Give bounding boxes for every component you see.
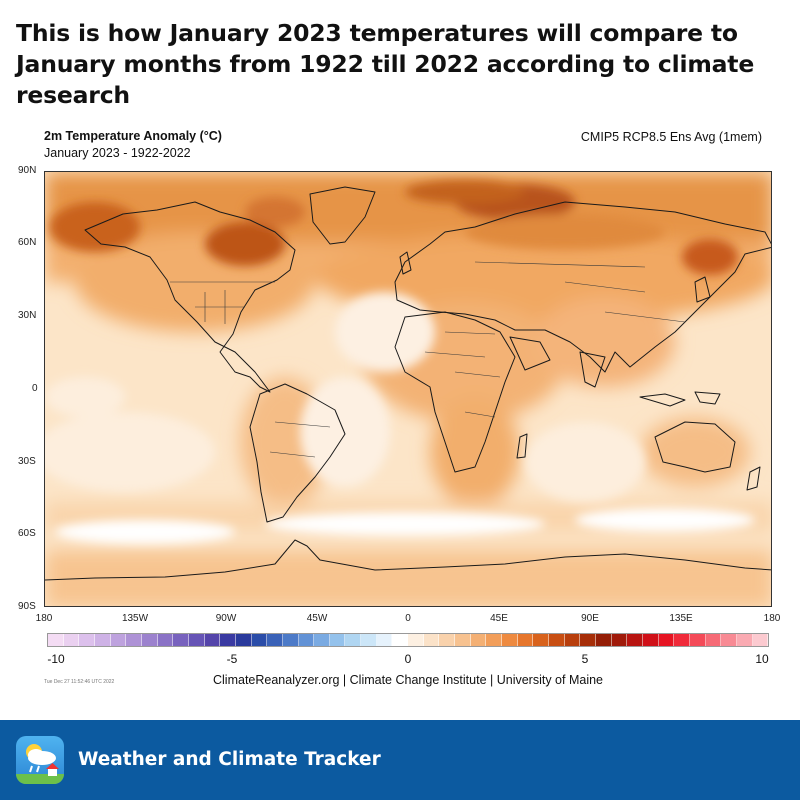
lat-label-60n: 60N	[18, 237, 37, 248]
colorbar-tick-5: 5	[581, 652, 589, 666]
lat-label-30s: 30S	[18, 456, 36, 467]
colorbar-swatch	[502, 634, 518, 646]
colorbar-swatch	[48, 634, 64, 646]
lat-label-30n: 30N	[18, 310, 37, 321]
lon-label-90w: 90W	[215, 613, 237, 624]
credit-line: ClimateReanalyzer.org | Climate Change I…	[213, 673, 603, 687]
colorbar-swatch	[282, 634, 299, 646]
lon-label-180w: 180	[35, 613, 53, 624]
map-svg	[45, 172, 771, 606]
timestamp: Tue Dec 27 11:52:46 UTC 2022	[44, 679, 115, 685]
colorbar-swatch	[157, 634, 174, 646]
map-subtitle: January 2023 - 1922-2022	[44, 146, 191, 160]
lat-label-90s: 90S	[18, 601, 36, 612]
weather-app-icon	[16, 736, 64, 784]
colorbar-swatch	[611, 634, 628, 646]
colorbar-swatch	[580, 634, 596, 646]
colorbar-tick-0: 0	[404, 652, 412, 666]
lon-label-45w: 45W	[306, 613, 328, 624]
colorbar-swatch	[345, 634, 362, 646]
lon-label-135w: 135W	[121, 613, 149, 624]
colorbar-swatch	[329, 634, 346, 646]
colorbar-swatch	[705, 634, 722, 646]
colorbar-swatch	[235, 634, 252, 646]
colorbar-swatch	[173, 634, 189, 646]
colorbar-swatch	[486, 634, 503, 646]
app-name: Weather and Climate Tracker	[78, 749, 381, 770]
lon-label-90e: 90E	[581, 613, 599, 624]
colorbar-swatch	[689, 634, 706, 646]
lat-label-90n: 90N	[18, 165, 37, 176]
map-model-label: CMIP5 RCP8.5 Ens Avg (1mem)	[580, 130, 762, 144]
colorbar-swatch	[267, 634, 283, 646]
colorbar-swatch	[361, 634, 377, 646]
colorbar-swatch	[251, 634, 268, 646]
lat-label-0: 0	[32, 383, 38, 394]
colorbar-swatch	[642, 634, 659, 646]
colorbar-swatch	[188, 634, 205, 646]
lat-label-60s: 60S	[18, 528, 36, 539]
colorbar-swatch	[721, 634, 737, 646]
colorbar-swatch	[376, 634, 393, 646]
temperature-anomaly-map	[44, 171, 772, 607]
colorbar-swatch	[298, 634, 315, 646]
colorbar-swatch	[110, 634, 127, 646]
coastlines	[45, 186, 771, 581]
lon-label-45e: 45E	[490, 613, 508, 624]
colorbar-tick-minus10: -10	[47, 652, 65, 666]
colorbar-swatch	[549, 634, 565, 646]
map-title: 2m Temperature Anomaly (°C)	[44, 129, 222, 143]
colorbar-swatch	[408, 634, 424, 646]
colorbar-swatch	[658, 634, 675, 646]
colorbar-swatch	[564, 634, 581, 646]
colorbar-swatch	[392, 634, 409, 646]
colorbar-swatch	[314, 634, 330, 646]
colorbar-swatch	[517, 634, 534, 646]
colorbar-swatch	[204, 634, 221, 646]
colorbar-swatch	[423, 634, 440, 646]
colorbar-swatch	[141, 634, 158, 646]
colorbar-swatch	[674, 634, 690, 646]
anomaly-hotspots	[45, 180, 755, 544]
colorbar-swatch	[470, 634, 487, 646]
borders	[170, 261, 686, 458]
colorbar-swatch	[94, 634, 111, 646]
colorbar-swatch	[126, 634, 142, 646]
footer-bar: Weather and Climate Tracker	[0, 720, 800, 800]
colorbar-tick-minus5: -5	[226, 652, 238, 666]
colorbar-swatch	[455, 634, 471, 646]
colorbar-swatch	[63, 634, 80, 646]
colorbar-swatch	[220, 634, 236, 646]
colorbar-swatch	[752, 634, 769, 646]
colorbar	[47, 633, 769, 647]
colorbar-swatch	[627, 634, 643, 646]
lon-label-0: 0	[405, 613, 411, 624]
colorbar-swatch	[79, 634, 95, 646]
lon-label-180e: 180	[763, 613, 781, 624]
colorbar-swatch	[595, 634, 612, 646]
lon-label-135e: 135E	[669, 613, 693, 624]
colorbar-swatch	[439, 634, 456, 646]
anomaly-field	[45, 172, 771, 606]
colorbar-swatch	[736, 634, 753, 646]
colorbar-swatch	[533, 634, 549, 646]
headline: This is how January 2023 temperatures wi…	[16, 19, 755, 109]
colorbar-tick-10: 10	[755, 652, 769, 666]
